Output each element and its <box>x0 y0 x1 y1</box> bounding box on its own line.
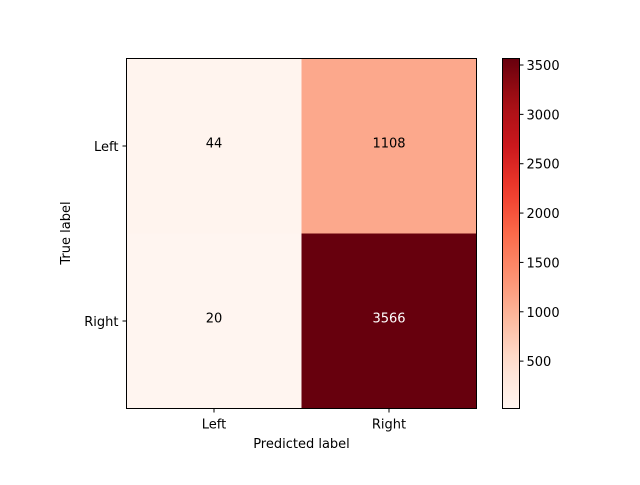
y-tick-label: Left <box>94 140 118 155</box>
cell-value-label: 20 <box>206 312 223 327</box>
cell-left-left <box>126 58 302 234</box>
colorbar: 500 1000 1500 2000 2500 3000 3500 <box>502 58 560 409</box>
heatmap-cells <box>126 58 477 409</box>
colorbar-tick-label: 2000 <box>527 207 560 222</box>
colorbar-tick-label: 3500 <box>527 59 560 74</box>
colorbar-tick-label: 1000 <box>527 306 560 321</box>
y-axis-ticks: Left Right <box>84 140 127 330</box>
x-tick-label: Right <box>372 418 406 433</box>
x-tick-label: Left <box>202 418 226 433</box>
colorbar-frame <box>502 58 520 409</box>
cell-value-label: 1108 <box>372 137 405 152</box>
colorbar-tick-label: 2500 <box>527 158 560 173</box>
cell-left-right <box>301 58 477 234</box>
heatmap-cell-labels: 44 1108 20 3566 <box>206 137 406 327</box>
y-axis-label: True label <box>59 201 74 265</box>
colorbar-gradient <box>502 58 520 409</box>
cell-right-right <box>301 233 477 409</box>
colorbar-tick-label: 3000 <box>527 108 560 123</box>
colorbar-tick-label: 1500 <box>527 256 560 271</box>
x-axis-label: Predicted label <box>253 437 350 452</box>
cell-value-label: 44 <box>206 137 223 152</box>
x-axis-ticks: Left Right <box>202 408 406 433</box>
cell-value-label: 3566 <box>372 312 405 327</box>
y-tick-label: Right <box>84 315 118 330</box>
plot-frame <box>126 58 477 409</box>
cell-right-left <box>126 233 302 409</box>
colorbar-tick-label: 500 <box>527 355 552 370</box>
